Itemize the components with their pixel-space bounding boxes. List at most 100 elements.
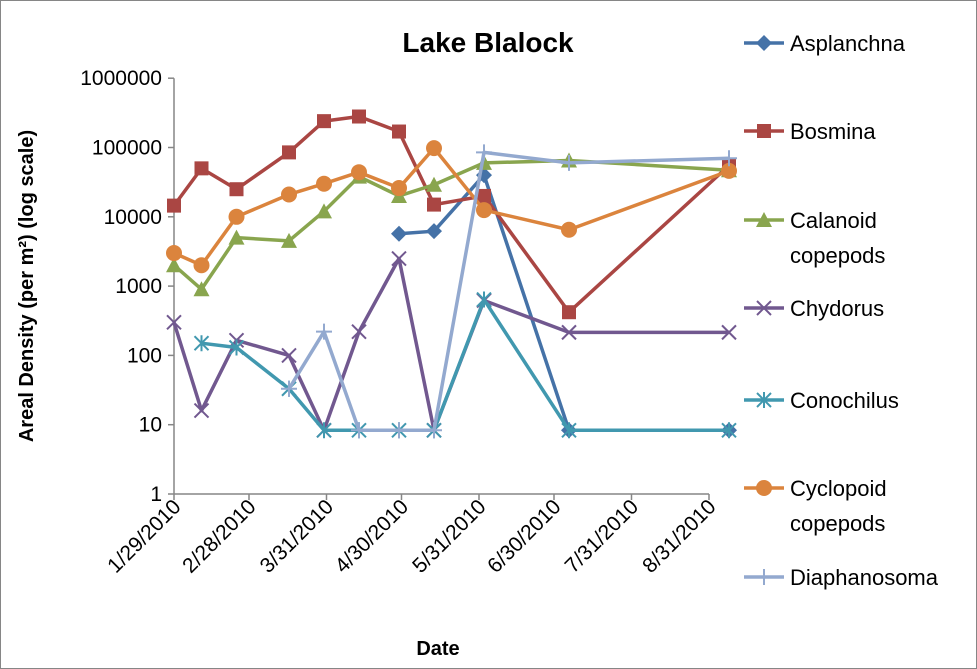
data-point-chydorus (391, 250, 407, 267)
legend-item-calanoid-copepods: Calanoid copepods (744, 208, 885, 268)
data-point-cyclopoid-copepods (193, 257, 210, 274)
legend-marker-cyclopoid-copepods (756, 480, 772, 496)
data-point-chydorus (166, 314, 182, 331)
data-point-calanoid-copepods (166, 257, 182, 273)
x-tick-label: 8/31/2010 (638, 495, 720, 577)
x-axis-label: Date (416, 638, 459, 660)
data-point-diaphanosoma (351, 422, 367, 439)
data-point-chydorus (721, 324, 737, 341)
data-point-bosmina (392, 124, 406, 139)
data-point-cyclopoid-copepods (476, 202, 492, 219)
data-point-calanoid-copepods (316, 203, 332, 219)
series-line-chydorus (172, 256, 729, 433)
data-point-diaphanosoma (426, 422, 442, 439)
series-line-conochilus (201, 297, 729, 433)
legend-item-cyclopoid-copepods: Cyclopoid copepods (744, 476, 887, 536)
data-point-cyclopoid-copepods (316, 175, 332, 192)
x-tick-label: 5/31/2010 (408, 495, 490, 577)
data-point-chydorus (351, 323, 367, 340)
series-conochilus (193, 291, 737, 439)
y-tick-label: 1000 (115, 275, 162, 298)
data-point-diaphanosoma (721, 150, 737, 167)
data-point-calanoid-copepods (193, 281, 210, 297)
series-line-calanoid-copepods (172, 158, 730, 292)
data-point-bosmina (194, 161, 209, 176)
data-point-conochilus (721, 422, 737, 439)
data-point-cyclopoid-copepods (228, 208, 245, 225)
data-point-calanoid-copepods (228, 229, 245, 245)
x-tick-label: 3/31/2010 (256, 495, 338, 577)
x-tick-label: 4/30/2010 (331, 495, 413, 577)
data-point-conochilus (193, 335, 210, 352)
series-calanoid-copepods (166, 152, 737, 297)
data-point-cyclopoid-copepods (351, 164, 367, 181)
legend-item-chydorus: Chydorus (744, 296, 884, 321)
legend-marker-diaphanosoma (756, 569, 772, 585)
x-tick-label: 2/28/2010 (178, 495, 260, 577)
data-point-bosmina (317, 114, 331, 129)
y-axis-label: Areal Density (per m²) (log scale) (16, 130, 38, 442)
y-tick-label: 10000 (104, 206, 162, 229)
data-point-cyclopoid-copepods (391, 180, 407, 197)
legend-item-bosmina: Bosmina (744, 119, 876, 144)
data-point-bosmina (352, 109, 366, 124)
series-chydorus (166, 250, 737, 439)
legend-label-conochilus: Conochilus (790, 388, 899, 413)
data-point-cyclopoid-copepods (721, 162, 737, 179)
data-point-diaphanosoma (316, 323, 332, 340)
data-point-bosmina (477, 188, 491, 203)
legend-item-diaphanosoma: Diaphanosoma (744, 565, 939, 590)
legend-label-cyclopoid-copepods: Cyclopoid copepods (790, 476, 887, 536)
legend-marker-asplanchna (756, 35, 772, 51)
legend-label-asplanchna: Asplanchna (790, 31, 906, 56)
data-point-bosmina (562, 305, 576, 320)
data-point-diaphanosoma (391, 422, 407, 439)
data-point-conochilus (228, 339, 245, 356)
data-point-conochilus (561, 422, 577, 439)
data-point-bosmina (167, 198, 181, 213)
legend-marker-conochilus (756, 392, 772, 408)
legend-label-calanoid-copepods: Calanoid copepods (790, 208, 885, 268)
y-tick-label: 100000 (92, 137, 162, 160)
data-point-chydorus (193, 402, 210, 419)
series-bosmina (167, 109, 736, 320)
legend-marker-chydorus (756, 300, 772, 316)
data-point-cyclopoid-copepods (561, 221, 577, 238)
chart-title: Lake Blalock (402, 27, 574, 58)
x-tick-label: 7/31/2010 (561, 495, 643, 577)
legend-label-bosmina: Bosmina (790, 119, 876, 144)
data-point-conochilus (316, 422, 332, 439)
y-tick-label: 100 (127, 344, 162, 367)
data-point-bosmina (282, 145, 296, 160)
data-point-chydorus (281, 347, 297, 364)
data-point-chydorus (561, 324, 577, 341)
data-point-bosmina (427, 197, 441, 212)
series-cyclopoid-copepods (166, 140, 737, 274)
series-line-bosmina (172, 114, 731, 314)
legend-item-asplanchna: Asplanchna (744, 31, 906, 56)
data-point-asplanchna (391, 225, 407, 242)
legend-marker-bosmina (757, 124, 771, 138)
legend-label-diaphanosoma: Diaphanosoma (790, 565, 939, 590)
series-line-diaphanosoma (287, 150, 730, 433)
series-diaphanosoma (281, 144, 737, 439)
data-point-cyclopoid-copepods (426, 140, 442, 157)
data-point-diaphanosoma (561, 154, 577, 171)
y-tick-label: 1000000 (80, 67, 162, 90)
x-tick-label: 6/30/2010 (483, 495, 565, 577)
legend-label-chydorus: Chydorus (790, 296, 884, 321)
legend-marker-calanoid-copepods (756, 212, 772, 227)
x-tick-label: 1/29/2010 (103, 495, 185, 577)
data-point-bosmina (229, 182, 244, 197)
data-point-calanoid-copepods (281, 232, 297, 248)
data-point-conochilus (476, 291, 492, 308)
data-point-diaphanosoma (476, 144, 492, 161)
data-point-cyclopoid-copepods (166, 245, 182, 262)
data-point-cyclopoid-copepods (281, 186, 297, 203)
data-point-asplanchna (426, 223, 442, 240)
data-point-diaphanosoma (281, 380, 297, 397)
y-tick-label: 10 (139, 414, 162, 437)
data-point-calanoid-copepods (426, 176, 442, 192)
y-tick-label: 1 (150, 483, 162, 506)
